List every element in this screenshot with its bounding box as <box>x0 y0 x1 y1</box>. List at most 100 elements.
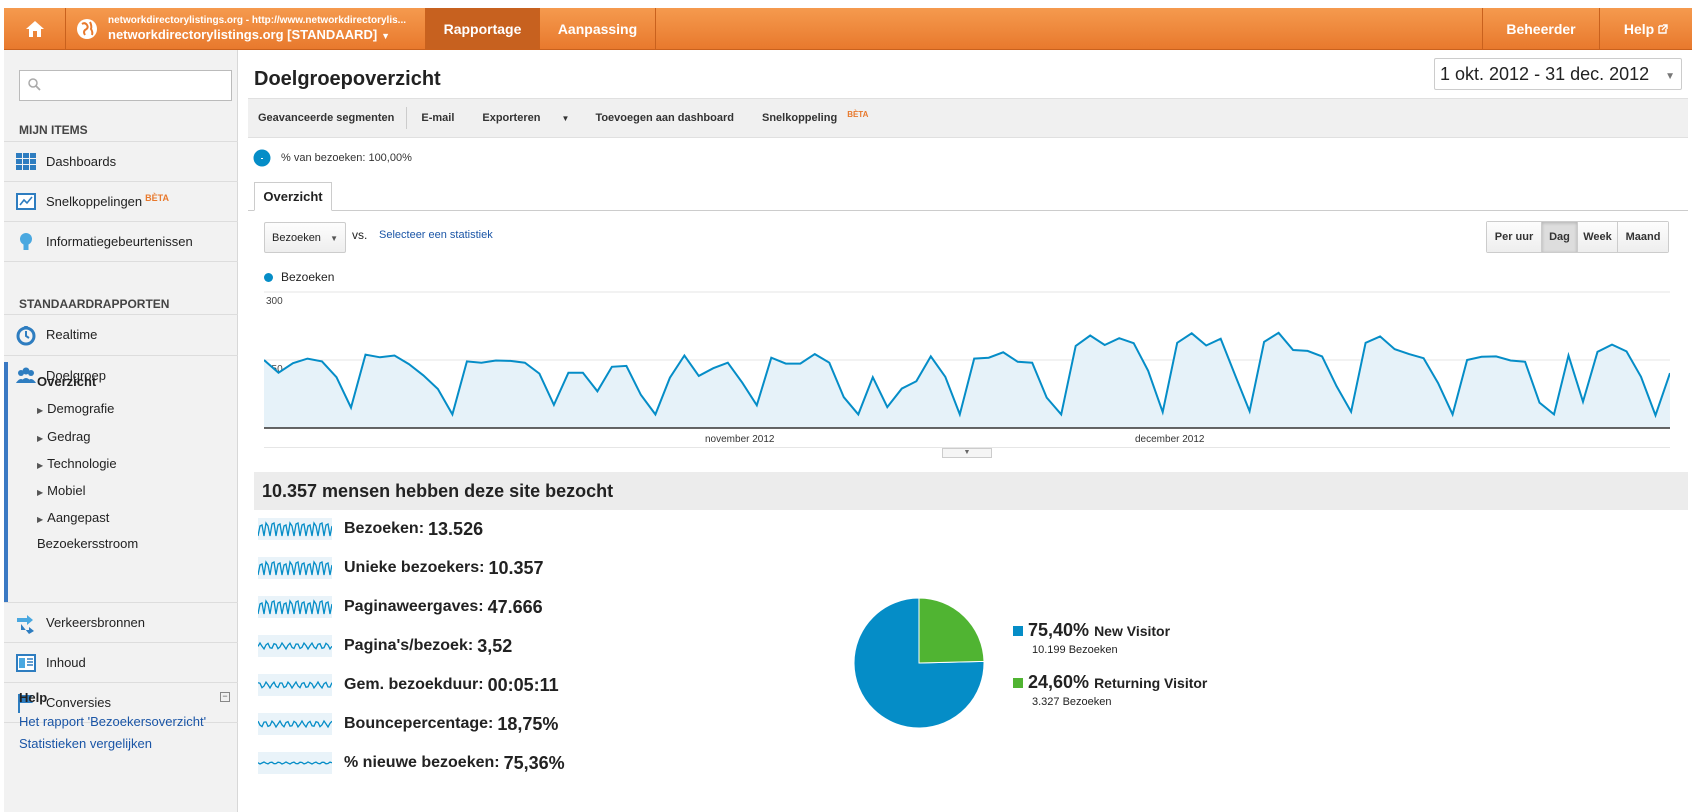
pie-legend-new-visitor: 75,40% New Visitor <box>1013 620 1170 641</box>
pie-legend-count: 10.199 Bezoeken <box>1032 644 1118 656</box>
y-tick-label: 300 <box>266 296 283 307</box>
segment-percentage: % van bezoeken: 100,00% <box>281 152 412 164</box>
metric-label: % nieuwe bezoeken: <box>344 754 500 771</box>
date-range-label: 1 okt. 2012 - 31 dec. 2012 <box>1440 63 1650 84</box>
profile-selector[interactable]: networkdirectorylistings.org - http://ww… <box>66 8 426 49</box>
report-toolbar: Geavanceerde segmenten E-mail Exporteren… <box>248 98 1688 138</box>
sidebar-subitem-technologie[interactable]: ▶ Technologie <box>37 456 117 471</box>
sidebar-item-audience[interactable]: Doelgroep <box>4 355 238 395</box>
search-input[interactable] <box>19 70 232 101</box>
help-label: Help <box>1623 20 1655 37</box>
sparkline-icon <box>258 596 332 618</box>
sidebar-item-label: Doelgroep <box>46 368 106 383</box>
help-title: Help <box>19 690 48 705</box>
sidebar-subitem-mobiel[interactable]: ▶ Mobiel <box>37 483 85 498</box>
content-page-icon <box>16 653 36 672</box>
caret-right-icon: ▶ <box>37 434 44 443</box>
toolbar-divider <box>406 107 408 129</box>
caret-right-icon: ▶ <box>37 406 44 415</box>
metric-select-value: Bezoeken <box>272 231 321 244</box>
caret-right-icon: ▶ <box>37 515 44 524</box>
legend-label: Bezoeken <box>281 270 335 284</box>
sidebar-item-conversions[interactable]: Conversies <box>4 682 238 722</box>
metric-label: Pagina's/bezoek: <box>344 637 474 654</box>
external-link-icon <box>1658 23 1668 34</box>
granularity-week-button[interactable]: Week <box>1578 222 1618 252</box>
lightbulb-icon <box>20 232 32 250</box>
sidebar-subitem-gedrag[interactable]: ▶ Gedrag <box>37 429 91 444</box>
pie-legend-percentage: 75,40% <box>1028 620 1090 640</box>
tab-bar-line <box>248 210 1688 211</box>
shortcut-button[interactable]: Snelkoppeling BÈTA <box>752 110 876 124</box>
granularity-day-button[interactable]: Dag <box>1542 222 1578 252</box>
profile-url: networkdirectorylistings.org - http://ww… <box>108 15 407 26</box>
legend-swatch <box>1013 625 1023 636</box>
help-button[interactable]: Help <box>1600 8 1692 49</box>
add-to-dashboard-button[interactable]: Toevoegen aan dashboard <box>595 112 734 124</box>
metric-select[interactable]: Bezoeken ▼ <box>264 222 346 253</box>
pie-legend-returning-visitor: 24,60% Returning Visitor <box>1013 672 1207 693</box>
profile-name: networkdirectorylistings.org [STANDAARD]… <box>108 27 391 42</box>
sparkline-icon <box>258 557 332 579</box>
sparkline-icon <box>258 713 332 735</box>
metric-row: Bouncepercentage: 18,75% <box>258 713 558 735</box>
chevron-down-icon: ▼ <box>330 234 338 243</box>
sidebar-item-content[interactable]: Inhoud <box>4 642 238 682</box>
metric-value: 3,52 <box>477 635 513 656</box>
chevron-down-icon: ▼ <box>561 114 570 123</box>
metric-label: Bezoeken: <box>344 520 425 537</box>
admin-button[interactable]: Beheerder <box>1482 8 1600 49</box>
chevron-down-icon: ▼ <box>381 31 391 41</box>
visitors-headline: 10.357 mensen hebben deze site bezocht <box>254 472 1688 510</box>
chart-collapse-handle[interactable]: ▼ <box>942 448 992 458</box>
sparkline-icon <box>258 674 332 696</box>
advanced-segments-button[interactable]: Geavanceerde segmenten <box>258 112 395 124</box>
help-link-visitors-report[interactable]: Het rapport 'Bezoekersoverzicht' <box>19 714 207 729</box>
granularity-hour-button[interactable]: Per uur <box>1487 222 1542 252</box>
pie-legend-percentage: 24,60% <box>1028 672 1090 692</box>
select-statistic-link[interactable]: Selecteer een statistiek <box>379 229 493 241</box>
sidebar-item-shortcuts[interactable]: Snelkoppelingen BÈTA <box>4 181 238 221</box>
globe-icon <box>77 18 97 39</box>
tab-aanpassing[interactable]: Aanpassing <box>540 8 656 49</box>
sparkline-icon <box>258 635 332 657</box>
minimize-icon[interactable]: − <box>220 692 230 702</box>
top-navigation-bar: networkdirectorylistings.org - http://ww… <box>4 8 1692 50</box>
dashboard-grid-icon <box>16 152 36 170</box>
tab-overview[interactable]: Overzicht <box>254 182 332 211</box>
sidebar-divider <box>4 261 238 262</box>
visitor-type-pie-chart <box>853 597 985 729</box>
pie-legend-name: New Visitor <box>1094 622 1171 639</box>
sidebar-item-label: Realtime <box>46 327 98 342</box>
sidebar: MIJN ITEMS Dashboards Snelkoppelingen BÈT… <box>4 50 238 812</box>
metric-value: 00:05:11 <box>487 674 559 695</box>
beta-badge: BÈTA <box>847 110 869 119</box>
metric-label: Unieke bezoekers: <box>344 559 485 576</box>
export-button[interactable]: Exporteren ▼ <box>472 112 577 124</box>
sidebar-item-traffic[interactable]: Verkeersbronnen <box>4 602 238 642</box>
sidebar-item-dashboards[interactable]: Dashboards <box>4 141 238 181</box>
granularity-month-button[interactable]: Maand <box>1618 222 1668 252</box>
sidebar-item-label: Snelkoppelingen <box>46 194 143 209</box>
page-title: Doelgroepoverzicht <box>254 68 441 90</box>
sidebar-subitem-visitor-flow[interactable]: Bezoekersstroom <box>37 536 139 551</box>
legend-dot <box>264 272 273 282</box>
sidebar-item-intelligence[interactable]: Informatiegebeurtenissen <box>4 221 238 261</box>
shortcut-label: Snelkoppeling <box>762 112 838 124</box>
sidebar-subitem-demografie[interactable]: ▶ Demografie <box>37 401 114 416</box>
sidebar-subitem-aangepast[interactable]: ▶ Aangepast <box>37 510 109 525</box>
tab-rapportage[interactable]: Rapportage <box>426 8 540 49</box>
email-button[interactable]: E-mail <box>421 112 455 124</box>
audience-people-icon <box>16 367 36 383</box>
beta-badge: BÈTA <box>145 192 169 203</box>
home-button[interactable] <box>4 8 66 50</box>
metric-row: Unieke bezoekers: 10.357 <box>258 557 544 579</box>
sidebar-item-label: Dashboards <box>46 154 117 169</box>
sidebar-item-realtime[interactable]: Realtime <box>4 314 238 354</box>
sidebar-subitem-overview[interactable]: Overzicht <box>37 374 97 389</box>
date-range-selector[interactable]: 1 okt. 2012 - 31 dec. 2012 ▼ <box>1434 58 1682 90</box>
sidebar-subitem-label: Aangepast <box>47 510 110 525</box>
sidebar-subitem-label: Gedrag <box>47 429 91 444</box>
legend-swatch <box>1013 677 1023 688</box>
help-link-compare-metrics[interactable]: Statistieken vergelijken <box>19 736 152 751</box>
